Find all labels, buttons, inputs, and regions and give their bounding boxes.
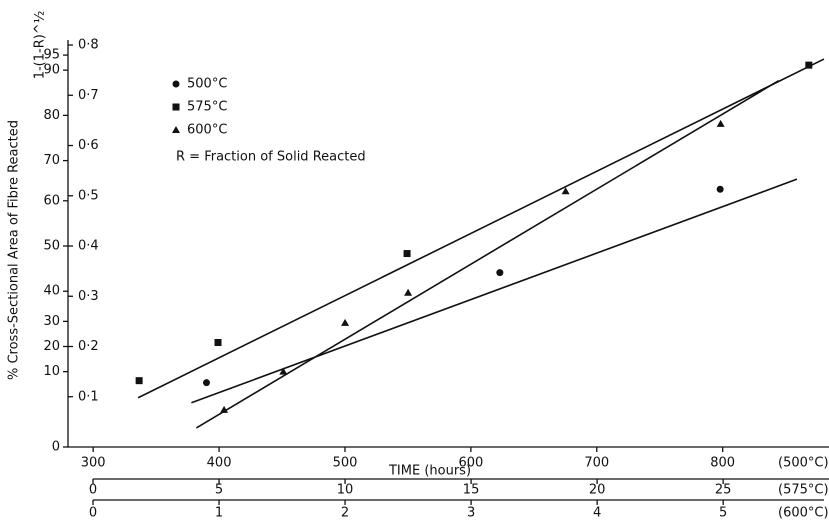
y-tick-label: 80 <box>43 108 60 123</box>
point <box>403 250 411 258</box>
y2-tick-label: 0·1 <box>78 389 99 404</box>
point <box>404 288 413 296</box>
x-axis-title: TIME (hours) <box>388 464 471 479</box>
y-tick-label: 95 <box>43 48 60 63</box>
point <box>279 367 288 375</box>
fit-line <box>137 58 825 399</box>
fit-line <box>195 80 780 429</box>
x-tick-label: 25 <box>715 483 732 498</box>
point <box>561 187 570 195</box>
y2-axis-title: 1-(1-R)^½ <box>33 11 48 80</box>
point <box>220 405 229 413</box>
legend-label: 500°C <box>187 77 227 92</box>
x-tick-label: 10 <box>337 483 354 498</box>
point <box>214 338 222 346</box>
x-tick-label: 5 <box>719 506 727 521</box>
y2-tick-label: 0·2 <box>78 339 99 354</box>
x-tick-label: 20 <box>589 483 606 498</box>
legend-marker <box>172 126 180 133</box>
x-tick-label: 0 <box>89 506 97 521</box>
x-tick-label: 0 <box>89 483 97 498</box>
x-axis-unit: (600°C) <box>778 506 829 521</box>
point <box>496 269 504 277</box>
x-tick-label: 700 <box>584 456 609 471</box>
y-tick-label: 60 <box>43 193 60 208</box>
x-tick-label: 500 <box>333 456 358 471</box>
point <box>716 185 724 193</box>
y2-tick-label: 0·5 <box>78 188 99 203</box>
point <box>341 318 350 326</box>
fit-line <box>191 178 798 404</box>
x-tick-label: 2 <box>341 506 349 521</box>
y-tick-label: 50 <box>43 239 60 254</box>
legend-marker <box>172 80 180 88</box>
point <box>202 379 210 387</box>
point <box>716 119 725 127</box>
x-tick-label: 5 <box>215 483 223 498</box>
y-tick-label: 30 <box>43 314 60 329</box>
legend-label: 600°C <box>187 123 227 138</box>
y-axis-title: % Cross-Sectional Area of Fibre Reacted <box>7 120 22 380</box>
y-tick-label: 70 <box>43 153 60 168</box>
y-tick-label: 10 <box>43 364 60 379</box>
y2-tick-label: 0·7 <box>78 88 99 103</box>
x-axis-unit: (575°C) <box>778 483 829 498</box>
x-tick-label: 400 <box>207 456 232 471</box>
x-tick-label: 1 <box>215 506 223 521</box>
y-tick-label: 20 <box>43 339 60 354</box>
y2-tick-label: 0·6 <box>78 138 99 153</box>
legend-label: 575°C <box>187 100 227 115</box>
note: R = Fraction of Solid Reacted <box>176 150 366 165</box>
y2-tick-label: 0·4 <box>78 239 99 254</box>
x-axis-unit: (500°C) <box>778 456 829 471</box>
x-tick-label: 600 <box>458 456 483 471</box>
x-tick-label: 4 <box>593 506 601 521</box>
x-tick-label: 300 <box>81 456 106 471</box>
y2-tick-label: 0·3 <box>78 289 99 304</box>
x-tick-label: 800 <box>710 456 735 471</box>
point <box>135 377 143 385</box>
point <box>805 61 813 69</box>
legend-marker <box>172 103 180 111</box>
y-tick-label: 90 <box>43 63 60 78</box>
y2-tick-label: 0·8 <box>78 38 99 53</box>
y-tick-label: 0 <box>52 440 60 455</box>
y-tick-label: 40 <box>43 284 60 299</box>
x-tick-label: 15 <box>463 483 480 498</box>
x-tick-label: 3 <box>467 506 475 521</box>
